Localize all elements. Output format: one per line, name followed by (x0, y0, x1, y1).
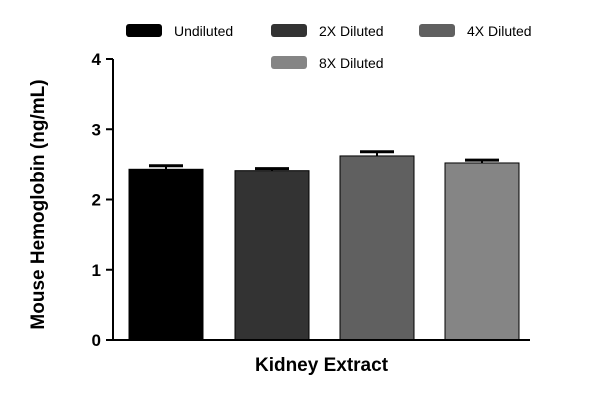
y-tick-label: 1 (92, 261, 101, 280)
legend-label: 8X Diluted (319, 55, 384, 71)
legend-swatch (271, 24, 307, 37)
y-tick-label: 4 (92, 50, 102, 69)
legend-swatch (419, 24, 455, 37)
legend-label: Undiluted (174, 23, 233, 39)
legend-swatch (126, 24, 162, 37)
x-axis-title: Kidney Extract (255, 355, 389, 376)
legend: Undiluted 2X Diluted 4X Diluted 8X Diluted (126, 23, 532, 71)
y-tick-label: 3 (92, 120, 101, 139)
y-tick-label: 0 (92, 331, 101, 350)
bar (234, 170, 310, 341)
bar (128, 168, 204, 341)
y-ticks: 0 1 2 3 4 (92, 50, 113, 350)
y-tick-label: 2 (92, 191, 101, 210)
bar (444, 162, 520, 341)
legend-swatch (271, 56, 307, 69)
bar (339, 155, 415, 341)
bars (128, 150, 520, 341)
legend-label: 2X Diluted (319, 23, 384, 39)
legend-label: 4X Diluted (467, 23, 532, 39)
y-axis-title: Mouse Hemoglobin (ng/mL) (28, 79, 49, 329)
